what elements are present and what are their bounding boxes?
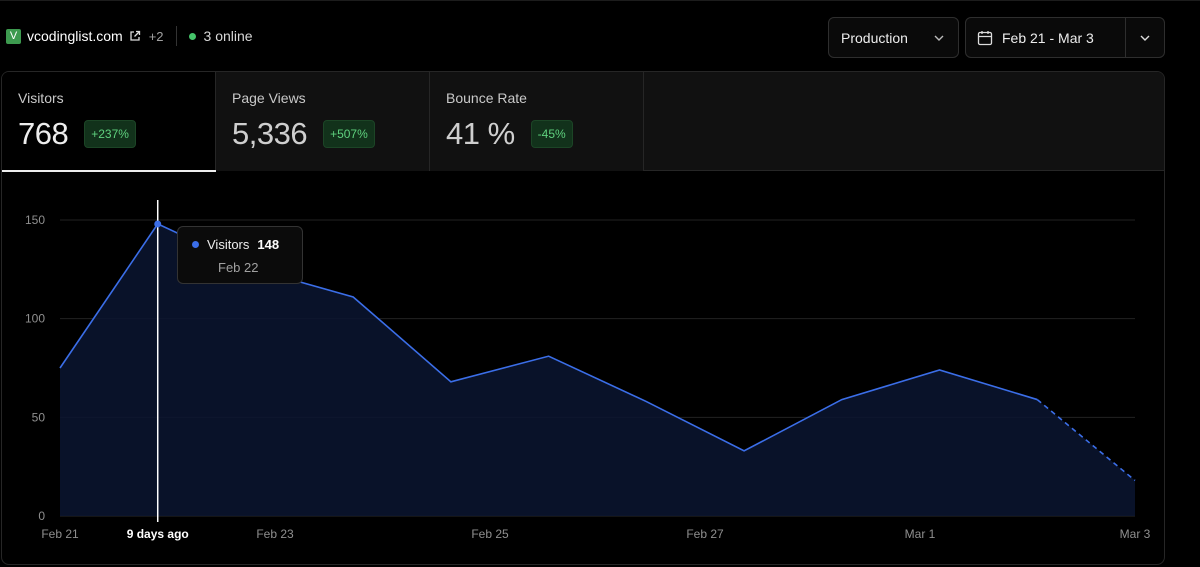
environment-value: Production (841, 29, 908, 46)
y-tick-label: 150 (25, 213, 45, 227)
x-tick-label: Feb 21 (41, 527, 79, 541)
area-fill (60, 223, 1135, 517)
stats-tabs: Visitors 768 +237% Page Views 5,336 +507… (2, 72, 1164, 172)
top-bar: V vcodinglist.com +2 3 online Production… (0, 0, 1200, 70)
chart-tooltip: Visitors 148 Feb 22 (177, 226, 303, 284)
site-favicon: V (6, 28, 21, 44)
chevron-down-icon[interactable] (1138, 31, 1152, 45)
stat-label: Bounce Rate (446, 90, 527, 106)
online-status-dot (188, 32, 196, 40)
change-badge: +507% (323, 120, 375, 148)
extra-sites-count[interactable]: +2 (148, 28, 164, 44)
stat-value: 5,336 (232, 116, 308, 151)
date-range-picker[interactable]: Feb 21 - Mar 3 (965, 17, 1165, 58)
stat-label: Page Views (232, 90, 306, 106)
stat-value: 41 % (446, 116, 515, 151)
external-link-icon[interactable] (129, 30, 141, 42)
y-tick-label: 100 (25, 312, 45, 326)
tooltip-series: Visitors (207, 237, 250, 252)
divider (1125, 18, 1126, 57)
tab-bounce-rate[interactable]: Bounce Rate 41 % -45% (430, 72, 644, 171)
chevron-down-icon (934, 35, 944, 41)
environment-select[interactable]: Production (828, 17, 959, 58)
tooltip-value: 148 (257, 237, 280, 252)
online-count: 3 online (203, 28, 253, 44)
site-selector[interactable]: V vcodinglist.com +2 3 online (6, 26, 253, 46)
x-tick-label: Feb 23 (256, 527, 294, 541)
y-tick-label: 50 (32, 410, 46, 424)
hover-point (154, 220, 162, 228)
date-range-value: Feb 21 - Mar 3 (1002, 29, 1094, 46)
y-tick-label: 0 (38, 509, 45, 523)
x-tick-label: Feb 25 (471, 527, 509, 541)
tab-visitors[interactable]: Visitors 768 +237% (2, 72, 216, 172)
tooltip-date: Feb 22 (218, 260, 259, 275)
divider (175, 26, 177, 46)
x-tick-label: 9 days ago (127, 527, 189, 541)
series-line-partial (1036, 398, 1136, 482)
x-tick-label: Mar 1 (905, 527, 936, 541)
tab-page-views[interactable]: Page Views 5,336 +507% (216, 72, 430, 171)
x-tick-label: Feb 27 (686, 527, 724, 541)
series-dot (192, 241, 199, 248)
stat-label: Visitors (18, 90, 64, 106)
stat-value: 768 (18, 116, 69, 151)
site-domain[interactable]: vcodinglist.com (27, 28, 123, 44)
calendar-icon (977, 30, 993, 45)
change-badge: -45% (530, 120, 573, 148)
change-badge: +237% (84, 120, 136, 148)
x-tick-label: Mar 3 (1120, 527, 1151, 541)
